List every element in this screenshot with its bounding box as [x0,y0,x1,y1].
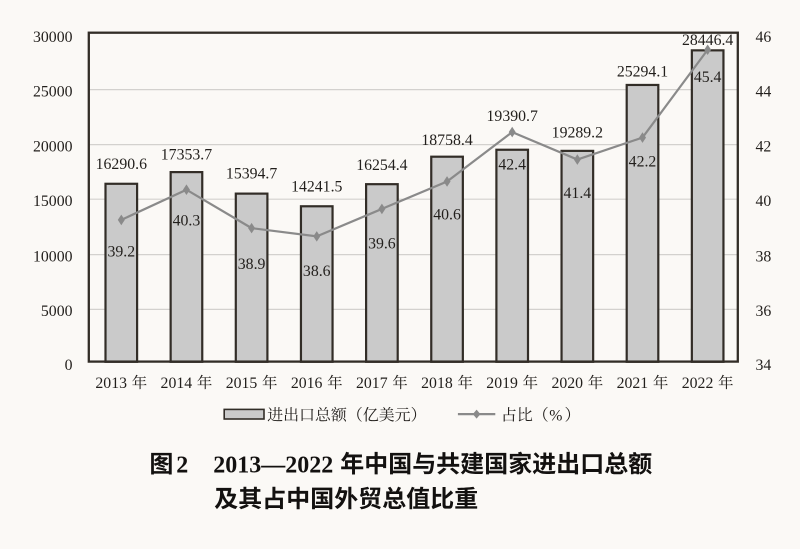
svg-text:34: 34 [756,357,772,374]
svg-text:10000: 10000 [33,248,73,265]
svg-text:25000: 25000 [33,83,73,100]
svg-text:15394.7: 15394.7 [226,166,277,183]
svg-text:17353.7: 17353.7 [161,146,212,163]
svg-text:%: % [549,407,562,424]
svg-text:2021: 2021 [617,375,649,392]
svg-text:2022: 2022 [682,375,714,392]
svg-text:30000: 30000 [33,29,73,46]
svg-text:38.6: 38.6 [303,263,331,280]
svg-text:2017: 2017 [356,375,388,392]
svg-text:36: 36 [756,303,772,320]
svg-text:2018: 2018 [421,375,453,392]
svg-text:19289.2: 19289.2 [552,125,603,142]
svg-text:18758.4: 18758.4 [421,132,472,149]
svg-text:42.4: 42.4 [498,157,526,174]
svg-text:2013: 2013 [95,375,127,392]
svg-text:2015: 2015 [226,375,258,392]
svg-text:16254.4: 16254.4 [356,157,407,174]
svg-text:25294.1: 25294.1 [617,64,668,81]
svg-text:40: 40 [756,193,772,210]
svg-text:2: 2 [176,452,188,478]
svg-text:20000: 20000 [33,138,73,155]
svg-text:42: 42 [756,138,772,155]
svg-text:39.6: 39.6 [368,235,396,252]
svg-text:40.3: 40.3 [173,213,201,230]
svg-text:2019: 2019 [486,375,518,392]
svg-text:5000: 5000 [41,303,73,320]
svg-text:38.9: 38.9 [238,256,266,273]
svg-text:14241.5: 14241.5 [291,178,342,195]
svg-text:2020: 2020 [551,375,583,392]
svg-text:46: 46 [756,29,772,46]
svg-text:19390.7: 19390.7 [487,108,538,125]
svg-text:41.4: 41.4 [564,185,592,202]
svg-text:2013—2022: 2013—2022 [213,452,333,478]
svg-text:45.4: 45.4 [694,69,722,86]
svg-text:44: 44 [756,83,772,100]
svg-text:39.2: 39.2 [107,244,135,261]
svg-text:2016: 2016 [291,375,323,392]
svg-text:2014: 2014 [161,375,193,392]
svg-text:16290.6: 16290.6 [96,156,147,173]
svg-text:0: 0 [65,357,73,374]
svg-text:42.2: 42.2 [629,154,657,171]
svg-text:28446.4: 28446.4 [682,32,733,49]
svg-text:15000: 15000 [33,193,73,210]
svg-text:40.6: 40.6 [433,207,461,224]
svg-text:38: 38 [756,248,772,265]
